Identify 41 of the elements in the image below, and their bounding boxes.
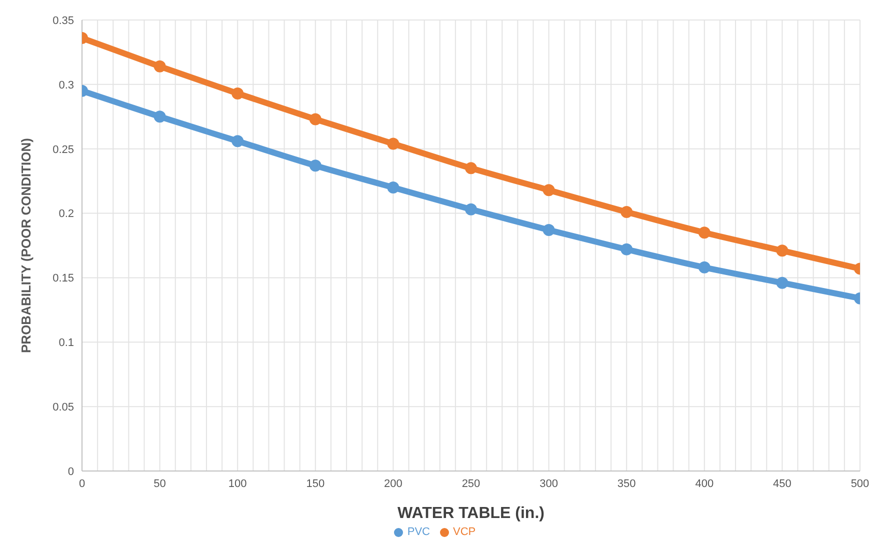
point: [154, 60, 166, 72]
point: [309, 113, 322, 126]
y-axis-title: PROBABILITY (POOR CONDITION): [18, 138, 34, 353]
y-tick-label: 0.15: [52, 272, 74, 285]
point: [232, 135, 244, 148]
x-tick-label: 350: [617, 478, 636, 490]
x-tick-label: 250: [462, 478, 480, 490]
x-tick-label: 150: [306, 478, 325, 490]
point: [698, 261, 710, 274]
x-tick-label: 100: [228, 478, 247, 490]
x-tick-label: 0: [78, 478, 86, 490]
point: [542, 184, 555, 196]
y-tick-label: 0.05: [52, 401, 74, 414]
point: [620, 206, 633, 218]
point: [620, 243, 633, 256]
y-tick-label: 0.25: [52, 144, 74, 156]
x-tick-label: 450: [773, 478, 792, 490]
point: [154, 110, 166, 123]
point: [387, 182, 400, 194]
point: [465, 162, 477, 174]
y-tick-label: 0.3: [58, 79, 74, 92]
x-tick-label: 500: [850, 478, 870, 490]
x-tick-label: 300: [540, 478, 558, 490]
point: [387, 138, 400, 150]
legend-label: PVC: [407, 526, 430, 538]
point: [309, 160, 322, 172]
legend-label: VCP: [453, 526, 476, 538]
x-tick-label: 50: [154, 478, 166, 490]
x-axis-title: WATER TABLE (in.): [398, 505, 544, 522]
point: [698, 226, 710, 239]
y-tick-label: 0.35: [52, 14, 74, 27]
point: [776, 276, 788, 289]
point: [232, 87, 244, 100]
x-tick-label: 400: [695, 478, 714, 490]
point: [542, 224, 555, 236]
point: [465, 203, 477, 216]
x-tick-label: 200: [384, 478, 402, 490]
y-tick-label: 0.1: [58, 337, 74, 350]
y-tick-label: 0: [68, 466, 74, 478]
y-tick-label: 0.2: [58, 208, 74, 220]
point: [776, 244, 788, 257]
